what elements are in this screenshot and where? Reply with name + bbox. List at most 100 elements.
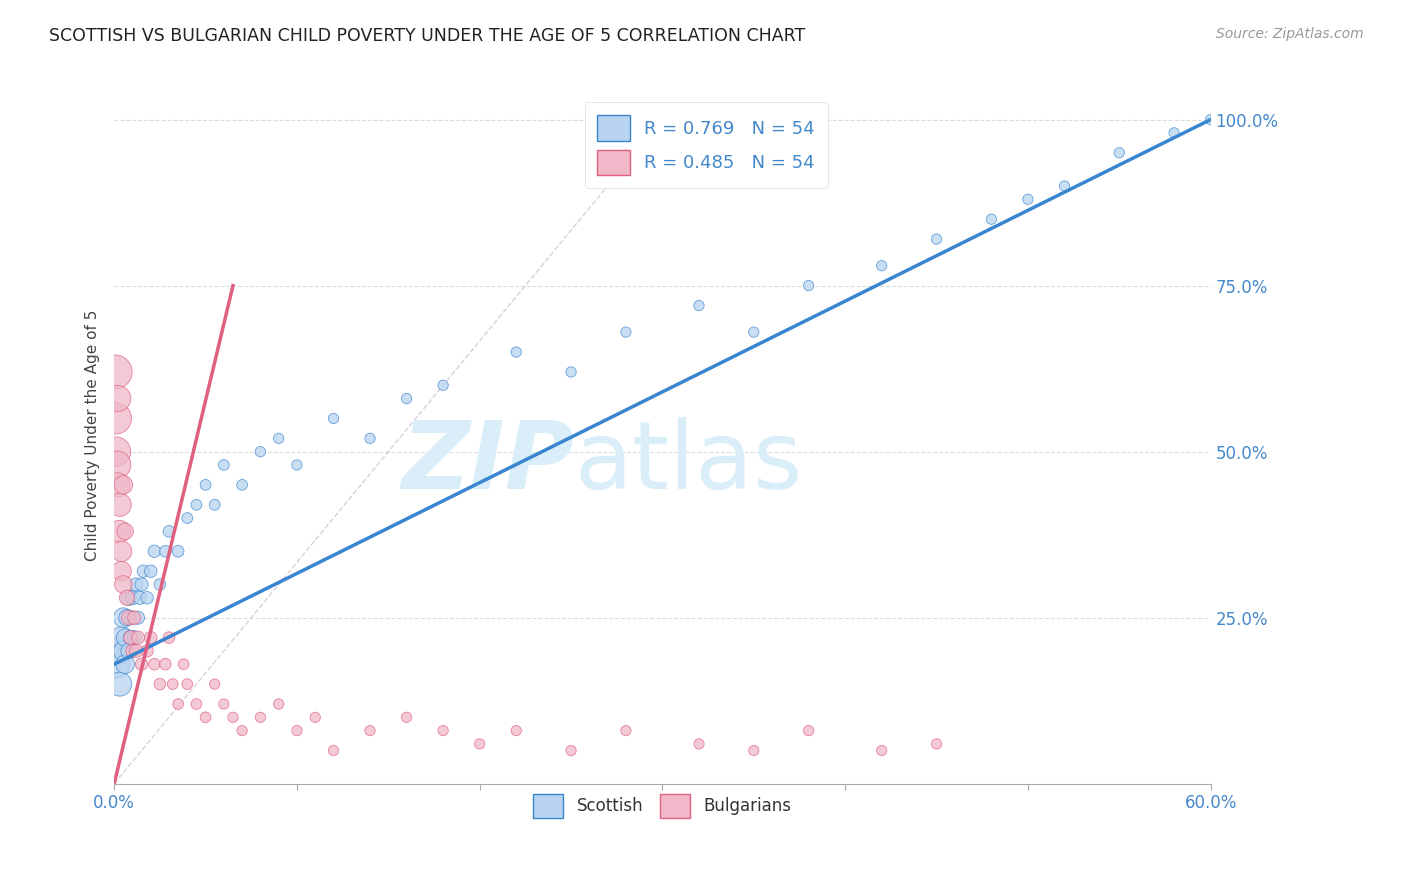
Point (395, 392, 418, 406)
Point (105, 444, 128, 458)
Point (121, 610, 143, 624)
Point (127, 610, 149, 624)
Point (105, 411, 128, 425)
Point (125, 644, 148, 658)
Point (157, 524, 180, 539)
Point (212, 697, 235, 711)
Point (131, 657, 153, 672)
Point (870, 743, 893, 757)
Legend: Scottish, Bulgarians: Scottish, Bulgarians (527, 788, 799, 824)
Text: SCOTTISH VS BULGARIAN CHILD POVERTY UNDER THE AGE OF 5 CORRELATION CHART: SCOTTISH VS BULGARIAN CHILD POVERTY UNDE… (49, 27, 806, 45)
Point (468, 737, 491, 751)
Point (149, 677, 172, 691)
Point (505, 345, 527, 359)
Point (176, 677, 198, 691)
Point (688, 299, 710, 313)
Point (155, 657, 177, 672)
Point (143, 544, 166, 558)
Point (186, 498, 208, 512)
Point (136, 591, 159, 605)
Point (118, 591, 141, 605)
Point (105, 458, 128, 472)
Point (127, 631, 149, 645)
Text: Source: ZipAtlas.com: Source: ZipAtlas.com (1216, 27, 1364, 41)
Point (173, 657, 195, 672)
Point (212, 458, 235, 472)
Point (688, 737, 710, 751)
Point (614, 723, 637, 738)
Point (121, 644, 143, 658)
Point (432, 378, 454, 392)
Point (925, 737, 948, 751)
Point (131, 577, 153, 591)
Point (110, 544, 132, 558)
Point (267, 431, 290, 445)
Point (1199, 112, 1222, 127)
Point (322, 743, 344, 757)
Point (249, 710, 271, 724)
Point (204, 677, 226, 691)
Point (114, 631, 136, 645)
Point (359, 723, 381, 738)
Point (112, 478, 135, 492)
Point (112, 577, 135, 591)
Point (222, 710, 245, 724)
Point (107, 644, 129, 658)
Point (1017, 192, 1039, 206)
Point (110, 631, 132, 645)
Point (742, 325, 765, 339)
Point (322, 411, 344, 425)
Point (797, 723, 820, 738)
Point (128, 591, 150, 605)
Point (104, 365, 127, 379)
Point (432, 723, 454, 738)
Point (157, 631, 180, 645)
Point (925, 232, 948, 246)
Point (108, 524, 131, 539)
Point (112, 644, 135, 658)
Point (155, 544, 177, 558)
Point (139, 631, 162, 645)
Point (560, 365, 582, 379)
Point (124, 631, 146, 645)
Y-axis label: Child Poverty Under the Age of 5: Child Poverty Under the Age of 5 (86, 310, 100, 561)
Point (285, 723, 308, 738)
Point (143, 657, 166, 672)
Point (1108, 145, 1130, 160)
Point (1163, 126, 1185, 140)
Point (114, 657, 136, 672)
Point (115, 591, 138, 605)
Point (797, 278, 820, 293)
Point (112, 610, 135, 624)
Point (505, 723, 527, 738)
Point (186, 697, 208, 711)
Point (162, 677, 184, 691)
Point (359, 431, 381, 445)
Point (194, 478, 217, 492)
Point (1053, 179, 1076, 194)
Point (110, 564, 132, 578)
Point (149, 577, 172, 591)
Point (107, 478, 129, 492)
Point (167, 544, 190, 558)
Point (108, 498, 131, 512)
Point (120, 631, 142, 645)
Point (267, 697, 290, 711)
Point (231, 478, 253, 492)
Point (285, 458, 308, 472)
Point (114, 524, 136, 539)
Point (560, 743, 582, 757)
Point (121, 591, 143, 605)
Point (231, 723, 253, 738)
Point (395, 710, 418, 724)
Point (107, 392, 129, 406)
Point (118, 610, 141, 624)
Point (132, 564, 155, 578)
Point (120, 631, 142, 645)
Point (980, 212, 1002, 227)
Point (204, 498, 226, 512)
Point (125, 577, 148, 591)
Point (176, 511, 198, 525)
Point (136, 644, 159, 658)
Point (194, 710, 217, 724)
